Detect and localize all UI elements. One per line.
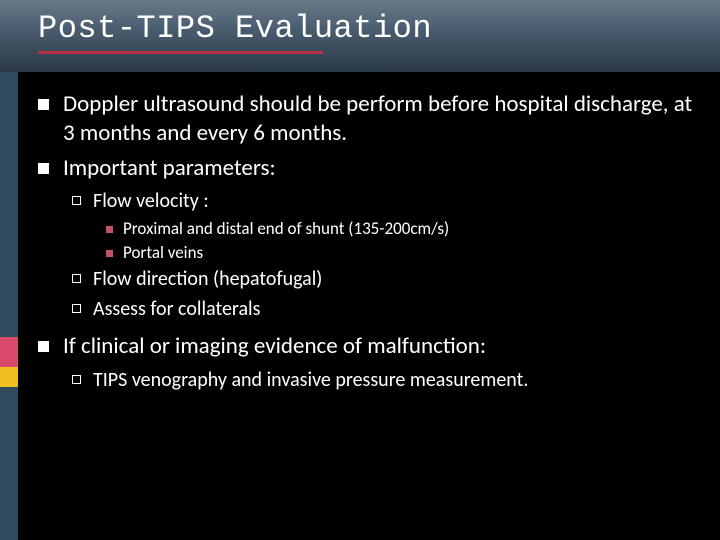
slide-title: Post-TIPS Evaluation [0,0,720,47]
bullet-l1: If clinical or imaging evidence of malfu… [38,332,698,361]
hollow-square-bullet-icon [72,375,81,384]
bullet-l3: Portal veins [106,242,698,264]
bullet-text: TIPS venography and invasive pressure me… [93,367,528,393]
accent-seg-3 [0,367,18,387]
hollow-square-bullet-icon [72,304,81,313]
bullet-l2: Flow direction (hepatofugal) [72,266,698,292]
square-bullet-icon [38,341,49,352]
side-accent [0,72,18,540]
small-square-bullet-icon [106,226,113,233]
bullet-l1: Doppler ultrasound should be perform bef… [38,90,698,148]
bullet-text: Assess for collaterals [93,296,260,322]
bullet-text: Proximal and distal end of shunt (135-20… [123,218,449,240]
accent-seg-2 [0,337,18,367]
bullet-text: Portal veins [123,242,203,264]
bullet-text: Doppler ultrasound should be perform bef… [63,90,698,148]
content-area: Doppler ultrasound should be perform bef… [38,90,698,397]
hollow-square-bullet-icon [72,274,81,283]
bullet-text: Important parameters: [63,154,276,183]
square-bullet-icon [38,163,49,174]
accent-seg-4 [0,387,18,540]
title-underline [38,51,323,54]
header-band: Post-TIPS Evaluation [0,0,720,72]
bullet-l3: Proximal and distal end of shunt (135-20… [106,218,698,240]
hollow-square-bullet-icon [72,196,81,205]
bullet-text: Flow direction (hepatofugal) [93,266,322,292]
bullet-l2: Flow velocity : [72,188,698,214]
bullet-text: Flow velocity : [93,188,209,214]
bullet-l2: Assess for collaterals [72,296,698,322]
square-bullet-icon [38,99,49,110]
small-square-bullet-icon [106,250,113,257]
bullet-text: If clinical or imaging evidence of malfu… [63,332,486,361]
bullet-l2: TIPS venography and invasive pressure me… [72,367,698,393]
accent-seg-1 [0,72,18,337]
bullet-l1: Important parameters: [38,154,698,183]
